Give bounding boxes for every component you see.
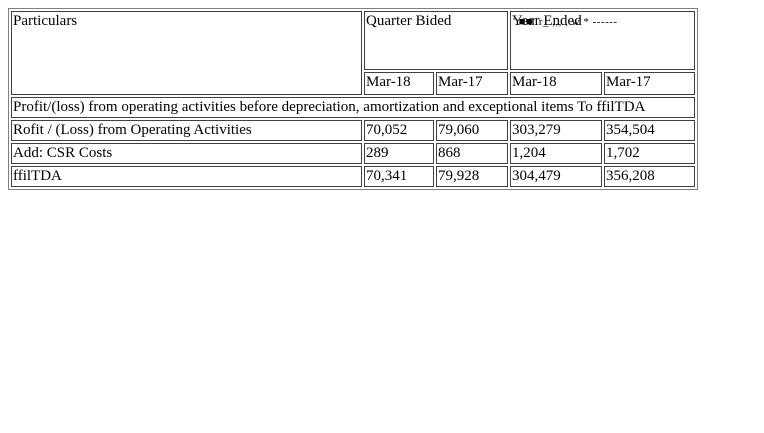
row-label: ffilTDA [11,166,362,187]
table-cell: 70,341 [364,166,434,187]
table-cell: 303,279 [510,120,602,141]
table-cell: 79,060 [436,120,508,141]
table-cell: 79,928 [436,166,508,187]
period-header-row: Mar-18 Mar-17 Mar-18 Mar-17 [11,72,695,95]
table-cell: 868 [436,143,508,164]
header-row: Particulars Quarter Bided ' ■■' r_ ,,, ,… [11,11,695,95]
table-cell: 304,479 [510,166,602,187]
financial-table: Particulars Quarter Bided ' ■■' r_ ,,, ,… [8,8,698,190]
row-label: Add: CSR Costs [11,143,362,164]
period-header: Mar-18 [364,72,434,95]
period-header: Mar-17 [604,72,695,95]
table-cell: 356,208 [604,166,695,187]
period-header: Mar-17 [436,72,508,95]
table-row: Rofit / (Loss) from Operating Activities… [11,120,695,141]
table-cell: 354,504 [604,120,695,141]
table-row: ffilTDA 70,341 79,928 304,479 356,208 [11,166,695,187]
section-title: Profit/(loss) from operating activities … [11,97,695,118]
table-cell: 1,702 [604,143,695,164]
table-cell: 289 [364,143,434,164]
period-header: Mar-18 [510,72,602,95]
year-group-header: ' ■■' r_ ,,, , w * ------ Year Ended [510,11,695,70]
garbled-header-text: ' ■■' r_ ,,, , w * ------ [513,16,618,28]
table-cell: 70,052 [364,120,434,141]
row-label: Rofit / (Loss) from Operating Activities [11,120,362,141]
quarter-group-header: Quarter Bided [364,11,508,70]
table-row: Add: CSR Costs 289 868 1,204 1,702 [11,143,695,164]
section-title-row: Profit/(loss) from operating activities … [11,97,695,118]
year-group-label: Year Ended [512,13,582,29]
particulars-header: Particulars [11,11,362,95]
table-cell: 1,204 [510,143,602,164]
